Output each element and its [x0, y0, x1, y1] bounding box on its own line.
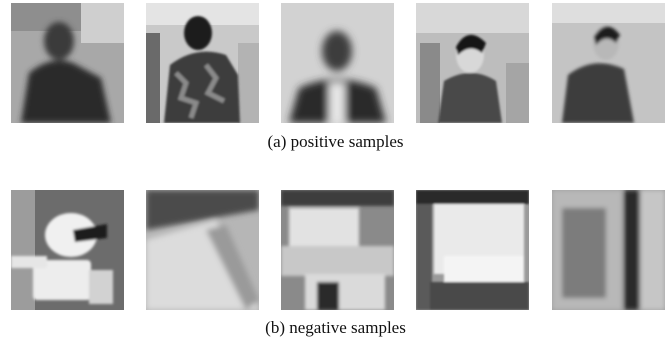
negative-samples-caption: (b) negative samples: [265, 318, 406, 337]
negative-sample-image-4: [416, 190, 529, 310]
positive-sample-image-5: [552, 3, 665, 123]
negative-sample-image-1: [11, 190, 124, 310]
negative-sample-image-2: [146, 190, 259, 310]
positive-samples-caption: (a) positive samples: [267, 132, 404, 151]
positive-samples-row: [0, 3, 671, 123]
positive-sample-image-1: [11, 3, 124, 123]
negative-sample-image-3: [281, 190, 394, 310]
positive-sample-image-3: [281, 3, 394, 123]
negative-samples-row: [0, 190, 671, 310]
positive-sample-image-4: [416, 3, 529, 123]
positive-sample-image-2: [146, 3, 259, 123]
negative-sample-image-5: [552, 190, 665, 310]
